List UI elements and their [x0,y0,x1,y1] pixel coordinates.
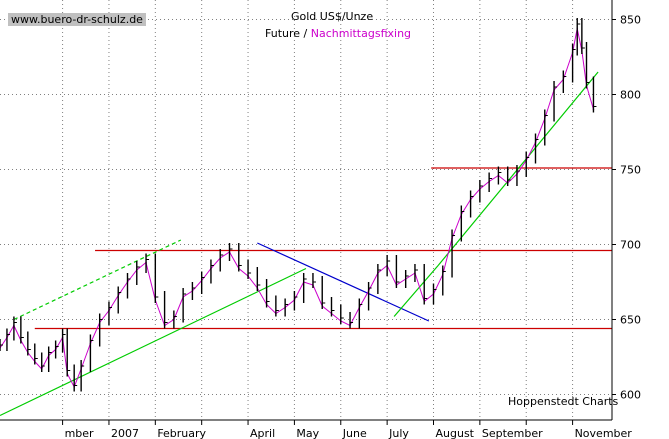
chart-subtitle: Future / Nachmittagsfixing [265,27,411,40]
axes [0,0,616,425]
x-axis-tick-labels: mber 2007 February April May June July August Se… [65,427,633,439]
source-credit: Hoppenstedt Charts [508,395,619,408]
y-tick-label: 750 [620,164,641,177]
y-tick-label: 800 [620,89,641,102]
trend-line [393,265,439,317]
future-series [0,18,597,392]
x-tick-label: July [388,427,409,439]
y-tick-label: 600 [620,389,641,402]
grid-lines [0,0,612,420]
y-axis-tick-labels: 600 650 700 750 800 850 [620,14,641,402]
y-tick-label: 700 [620,239,641,252]
subtitle-fixing: Nachmittagsfixing [310,27,412,40]
x-tick-label: August [436,427,475,439]
x-tick-label: May [296,427,319,439]
fixing-line [0,28,594,389]
y-tick-label: 850 [620,14,641,27]
x-tick-label: February [157,427,206,439]
trend-line [437,71,599,266]
x-tick-label: June [342,427,367,439]
reference-lines [0,71,612,417]
x-tick-label: April [250,427,275,439]
x-tick-label: 2007 [111,427,139,439]
website-label: www.buero-dr-schulz.de [8,13,146,26]
x-tick-label: mber [65,427,94,439]
chart-title: Gold US$/Unze [291,10,374,23]
trend-line [0,267,307,417]
trend-line [13,239,182,321]
x-tick-label: September [482,427,543,439]
fixing-series [0,27,595,389]
trend-line [257,242,430,322]
x-tick-label: November [575,427,633,439]
y-tick-label: 650 [620,314,641,327]
subtitle-future: Future / [265,27,308,40]
